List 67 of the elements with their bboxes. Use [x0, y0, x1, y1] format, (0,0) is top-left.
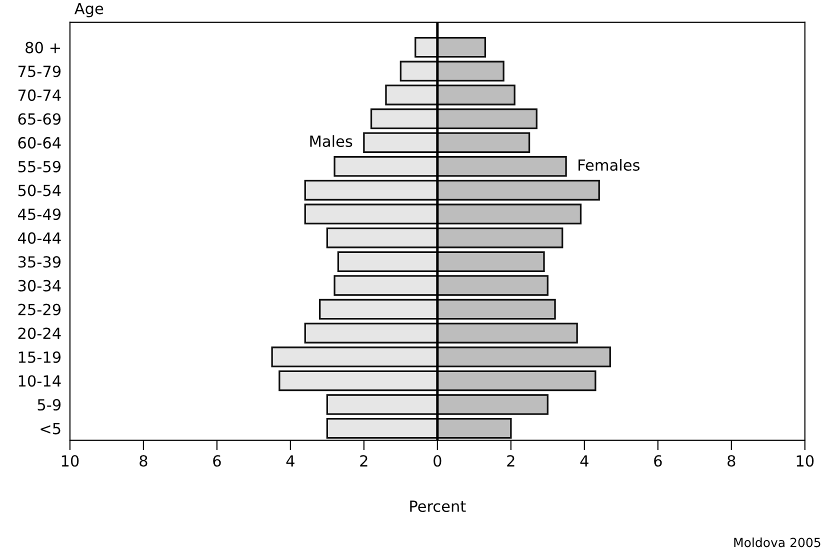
bar [414, 36, 438, 58]
x-tick-label: 4 [580, 455, 588, 466]
x-tick-label: 4 [286, 455, 294, 466]
bar [271, 346, 438, 368]
bar [436, 251, 545, 272]
x-tick-label: 2 [360, 455, 368, 466]
bar [436, 322, 578, 344]
y-tick-label: 30-34 [18, 280, 61, 292]
bar [370, 108, 438, 130]
y-tick-label: 50-54 [18, 184, 61, 196]
bar [385, 84, 438, 106]
x-tick-label: 0 [434, 455, 442, 467]
y-tick-label: 65-69 [18, 113, 61, 125]
bar [436, 275, 548, 296]
x-tick-label: 6 [213, 455, 221, 467]
series-label: Males [310, 135, 352, 148]
x-tick-label: 8 [140, 455, 148, 467]
x-axis-title: Percent [410, 500, 466, 512]
x-tick-label: 2 [507, 455, 514, 466]
bar [436, 418, 512, 439]
series-label: Females [578, 159, 640, 171]
bar [436, 394, 548, 415]
bar [436, 60, 504, 82]
y-tick-label: 10-14 [18, 375, 61, 387]
bar [326, 227, 438, 248]
bar [319, 298, 438, 320]
x-tick-label: 6 [654, 455, 662, 467]
y-tick-label: 55-59 [18, 160, 61, 172]
y-tick-label: 20-24 [18, 328, 61, 340]
y-tick-label: 80 + [26, 42, 60, 54]
bar [304, 322, 438, 344]
bar [326, 394, 438, 415]
bar [337, 251, 438, 272]
y-tick-label: 15-19 [18, 351, 61, 363]
bar [363, 132, 438, 153]
bar [436, 36, 486, 58]
x-tick-label: 10 [62, 455, 79, 467]
y-tick-label: 25-29 [18, 304, 61, 316]
bar [334, 156, 438, 177]
y-tick-label: 45-49 [18, 208, 61, 220]
y-tick-label: 35-39 [18, 256, 61, 268]
y-tick-label: 60-64 [18, 137, 61, 149]
bar [436, 346, 611, 368]
bar [278, 370, 438, 392]
x-tick-label: 10 [796, 455, 814, 467]
bar [304, 180, 438, 201]
bar [436, 84, 516, 106]
y-tick-label: 40-44 [18, 232, 61, 244]
bar [436, 298, 556, 320]
bar [304, 204, 438, 224]
bar [436, 156, 567, 177]
bar [436, 132, 530, 153]
y-axis-title: Age [74, 2, 104, 18]
bar [436, 180, 600, 201]
x-tick-label: 8 [728, 455, 736, 467]
y-tick-label: 75-79 [18, 66, 61, 78]
bar [436, 108, 538, 130]
bar [400, 60, 438, 82]
bar [334, 275, 438, 296]
text: Moldova 2005 [734, 538, 820, 548]
y-tick-label: <5 [40, 423, 60, 434]
bar [326, 418, 438, 439]
y-tick-label: 5-9 [38, 399, 61, 411]
bar [436, 227, 564, 248]
y-tick-label: 70-74 [18, 89, 61, 101]
bar [436, 204, 582, 224]
bar [436, 370, 596, 392]
